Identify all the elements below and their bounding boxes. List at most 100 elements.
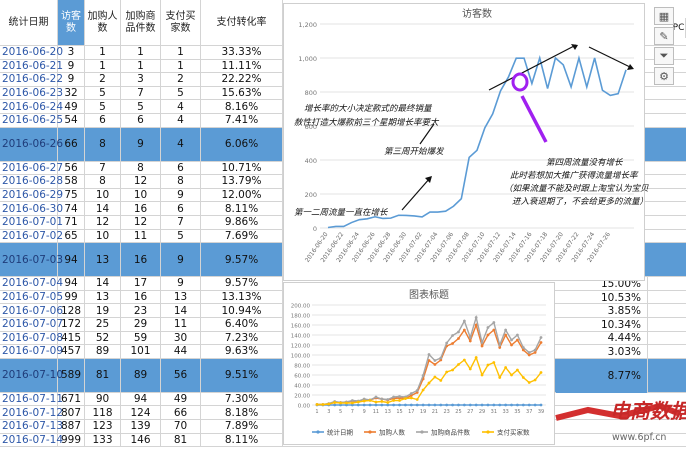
value-cell[interactable]: 9.57% bbox=[201, 277, 283, 290]
value-cell[interactable]: 71 bbox=[58, 216, 85, 229]
date-cell[interactable]: 2016-06-23 bbox=[2, 86, 64, 100]
value-cell[interactable]: 457 bbox=[58, 345, 85, 358]
value-cell[interactable]: 887 bbox=[58, 420, 85, 433]
pc-value-cell[interactable]: 8.77% bbox=[556, 358, 648, 393]
value-cell[interactable]: 9 bbox=[58, 73, 85, 86]
value-cell[interactable]: 12.00% bbox=[201, 188, 283, 202]
value-cell[interactable]: 11 bbox=[161, 318, 201, 331]
column-header[interactable]: 统计日期 bbox=[0, 0, 58, 45]
value-cell[interactable]: 6.06% bbox=[201, 127, 283, 161]
date-cell[interactable]: 2016-07-07 bbox=[2, 318, 64, 331]
value-cell[interactable]: 128 bbox=[58, 304, 85, 317]
chart-settings-button[interactable]: ⚙ bbox=[654, 67, 674, 85]
value-cell[interactable]: 12 bbox=[121, 216, 161, 229]
value-cell[interactable]: 14 bbox=[161, 304, 201, 317]
date-cell[interactable]: 2016-07-02 bbox=[2, 229, 64, 243]
chart-filters-button[interactable]: ⏷ bbox=[654, 47, 674, 65]
date-cell[interactable]: 2016-06-28 bbox=[2, 175, 64, 188]
value-cell[interactable]: 23 bbox=[121, 304, 161, 317]
value-cell[interactable]: 807 bbox=[58, 406, 85, 419]
value-cell[interactable]: 16 bbox=[121, 243, 161, 277]
value-cell[interactable]: 25 bbox=[85, 318, 121, 331]
value-cell[interactable]: 58 bbox=[58, 175, 85, 188]
value-cell[interactable]: 1 bbox=[121, 59, 161, 73]
value-cell[interactable]: 14 bbox=[85, 202, 121, 215]
visitors-series-line[interactable] bbox=[327, 54, 627, 229]
value-cell[interactable]: 9 bbox=[161, 243, 201, 277]
value-cell[interactable]: 124 bbox=[121, 406, 161, 419]
value-cell[interactable]: 139 bbox=[121, 420, 161, 433]
value-cell[interactable]: 6 bbox=[161, 202, 201, 215]
value-cell[interactable]: 5 bbox=[161, 229, 201, 243]
date-cell[interactable]: 2016-07-11 bbox=[2, 392, 64, 406]
value-cell[interactable]: 89 bbox=[121, 358, 161, 392]
value-cell[interactable]: 89 bbox=[85, 345, 121, 358]
value-cell[interactable]: 7.89% bbox=[201, 420, 283, 433]
value-cell[interactable]: 123 bbox=[85, 420, 121, 433]
date-cell[interactable]: 2016-07-06 bbox=[2, 304, 64, 317]
value-cell[interactable]: 65 bbox=[58, 229, 85, 243]
value-cell[interactable]: 2 bbox=[85, 73, 121, 86]
value-cell[interactable]: 56 bbox=[161, 358, 201, 392]
date-cell[interactable]: 2016-07-13 bbox=[2, 420, 64, 433]
value-cell[interactable]: 10 bbox=[85, 229, 121, 243]
value-cell[interactable]: 8.11% bbox=[201, 433, 283, 447]
value-cell[interactable]: 10 bbox=[121, 188, 161, 202]
value-cell[interactable]: 7 bbox=[161, 216, 201, 229]
value-cell[interactable]: 7.30% bbox=[201, 392, 283, 406]
value-cell[interactable]: 671 bbox=[58, 392, 85, 406]
value-cell[interactable]: 16 bbox=[121, 202, 161, 215]
value-cell[interactable]: 12 bbox=[85, 216, 121, 229]
date-cell[interactable]: 2016-07-12 bbox=[2, 406, 64, 419]
value-cell[interactable]: 6 bbox=[161, 161, 201, 175]
value-cell[interactable]: 66 bbox=[161, 406, 201, 419]
value-cell[interactable]: 16 bbox=[121, 290, 161, 304]
column-header[interactable]: 支付转化率 bbox=[201, 0, 283, 45]
value-cell[interactable]: 12 bbox=[121, 175, 161, 188]
value-cell[interactable]: 4 bbox=[161, 114, 201, 127]
date-cell[interactable]: 2016-07-10 bbox=[0, 358, 63, 392]
chart-styles-button[interactable]: ✎ bbox=[654, 27, 674, 45]
value-cell[interactable]: 19 bbox=[85, 304, 121, 317]
value-cell[interactable]: 11 bbox=[121, 229, 161, 243]
value-cell[interactable]: 32 bbox=[58, 86, 85, 100]
value-cell[interactable]: 3 bbox=[121, 73, 161, 86]
date-cell[interactable]: 2016-07-05 bbox=[2, 290, 64, 304]
value-cell[interactable]: 29 bbox=[121, 318, 161, 331]
value-cell[interactable]: 8.18% bbox=[201, 406, 283, 419]
column-header[interactable]: 加购人数 bbox=[85, 0, 121, 45]
pc-value-cell[interactable]: 3.85% bbox=[556, 304, 648, 318]
value-cell[interactable]: 8.16% bbox=[201, 100, 283, 113]
value-cell[interactable]: 10 bbox=[85, 188, 121, 202]
value-cell[interactable]: 8 bbox=[161, 175, 201, 188]
value-cell[interactable]: 52 bbox=[85, 331, 121, 345]
value-cell[interactable]: 1 bbox=[161, 59, 201, 73]
column-header[interactable]: 访客数 bbox=[58, 0, 85, 45]
value-cell[interactable]: 6.40% bbox=[201, 318, 283, 331]
value-cell[interactable]: 17 bbox=[121, 277, 161, 290]
date-cell[interactable]: 2016-06-29 bbox=[2, 188, 64, 202]
value-cell[interactable]: 1 bbox=[85, 46, 121, 59]
value-cell[interactable]: 4 bbox=[161, 127, 201, 161]
value-cell[interactable]: 118 bbox=[85, 406, 121, 419]
cart-orders-line-chart[interactable]: 图表标题 0.00 20.00 40.00 60.00 80.00 100.00 120.00… bbox=[283, 282, 555, 445]
value-cell[interactable]: 9.63% bbox=[201, 345, 283, 358]
pc-value-cell[interactable]: 10.53% bbox=[556, 290, 648, 305]
pc-column-header[interactable]: PC bbox=[672, 18, 686, 38]
value-cell[interactable]: 9.51% bbox=[201, 358, 283, 392]
date-cell[interactable]: 2016-06-27 bbox=[2, 161, 64, 175]
date-cell[interactable]: 2016-06-22 bbox=[2, 73, 64, 86]
value-cell[interactable]: 70 bbox=[161, 420, 201, 433]
date-cell[interactable]: 2016-06-25 bbox=[2, 114, 64, 127]
column-header[interactable]: 支付买家数 bbox=[161, 0, 201, 45]
value-cell[interactable]: 7 bbox=[85, 161, 121, 175]
value-cell[interactable]: 59 bbox=[121, 331, 161, 345]
value-cell[interactable]: 13 bbox=[85, 290, 121, 304]
value-cell[interactable]: 11.11% bbox=[201, 59, 283, 73]
value-cell[interactable]: 9 bbox=[121, 127, 161, 161]
value-cell[interactable]: 94 bbox=[58, 277, 85, 290]
date-cell[interactable]: 2016-07-09 bbox=[2, 345, 64, 358]
date-cell[interactable]: 2016-06-20 bbox=[2, 46, 64, 59]
value-cell[interactable]: 133 bbox=[85, 433, 121, 447]
value-cell[interactable]: 10.94% bbox=[201, 304, 283, 317]
